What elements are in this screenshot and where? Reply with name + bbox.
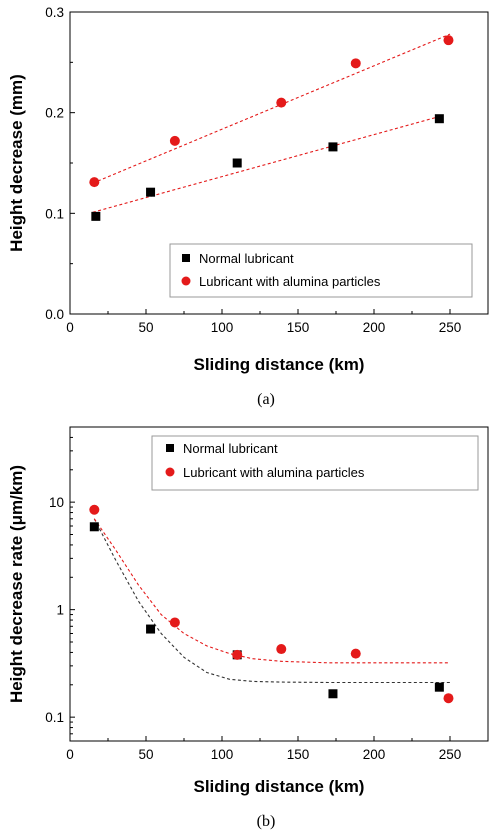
x-axis-title-a: Sliding distance (km): [194, 355, 365, 374]
x-axis-title-b: Sliding distance (km): [194, 777, 365, 796]
y-tick-label-a: 0.1: [45, 206, 64, 221]
x-tick-label-a: 50: [138, 320, 153, 335]
legend-b: Normal lubricant Lubricant with alumina …: [151, 435, 479, 491]
data-point-circle-a: [443, 35, 454, 46]
data-point-circle-a: [89, 177, 100, 188]
data-point-square-a: [232, 158, 242, 168]
x-tick-label-b: 0: [66, 747, 74, 762]
fit-line-series-0-a: [92, 115, 443, 213]
data-point-circle-a: [169, 135, 180, 146]
data-point-circle-b: [443, 693, 454, 704]
data-point-square-a: [91, 211, 101, 221]
data-point-circle-a: [350, 58, 361, 69]
x-tick-label-b: 100: [211, 747, 234, 762]
panel-b: 0 50 100 150 200 250 0.1 1 10 Height decrease ra…: [7, 426, 489, 830]
legend-marker-circle-a: [181, 276, 191, 286]
data-point-square-b: [434, 682, 444, 692]
legend-label-normal-b: Normal lubricant: [183, 441, 278, 456]
data-point-circle-b: [350, 648, 361, 659]
fit-lines-b: [93, 518, 450, 684]
data-point-circle-b: [232, 649, 243, 660]
data-points-b: [89, 504, 454, 704]
x-tick-label-a: 0: [66, 320, 74, 335]
y-tick-label-a: 0.3: [45, 5, 64, 20]
x-tick-label-a: 250: [439, 320, 462, 335]
x-tick-label-a: 150: [287, 320, 310, 335]
legend-box-b: [151, 435, 479, 491]
data-point-square-a: [146, 187, 156, 197]
data-point-square-b: [328, 689, 338, 699]
data-point-square-b: [89, 522, 99, 532]
axis-ticks-a: 0 50 100 150 200 250 0.0 0.1 0.2 0.3: [45, 5, 461, 335]
data-point-circle-b: [276, 644, 287, 655]
legend-box-a: [169, 243, 473, 298]
legend-marker-circle-b: [165, 467, 175, 477]
legend-label-alumina-a: Lubricant with alumina particles: [199, 274, 381, 289]
x-tick-label-b: 250: [439, 747, 462, 762]
fit-line-series-0-b: [93, 518, 450, 684]
data-point-square-b: [146, 624, 156, 634]
y-axis-title-b: Height decrease rate (μm/km): [7, 465, 26, 703]
data-point-circle-b: [89, 504, 100, 515]
data-point-circle-b: [169, 617, 180, 628]
y-tick-label-a: 0.0: [45, 307, 64, 322]
data-points-a: [89, 35, 454, 221]
fit-line-series-1-a: [92, 33, 451, 184]
legend-label-alumina-b: Lubricant with alumina particles: [183, 465, 365, 480]
panel-caption-a: (a): [257, 391, 275, 408]
x-tick-label-a: 200: [363, 320, 386, 335]
data-point-circle-a: [276, 97, 287, 108]
y-tick-label-a: 0.2: [45, 106, 64, 121]
legend-marker-square-b: [166, 444, 174, 452]
data-point-square-a: [434, 114, 444, 124]
panel-caption-b: (b): [257, 813, 276, 830]
panel-a: 0 50 100 150 200 250 0.0 0.1 0.2 0.3 Height decre…: [7, 5, 489, 408]
x-tick-label-b: 50: [138, 747, 153, 762]
x-tick-label-b: 150: [287, 747, 310, 762]
x-tick-label-a: 100: [211, 320, 234, 335]
y-tick-label-b: 10: [49, 495, 64, 510]
y-tick-label-b: 0.1: [45, 710, 64, 725]
legend-a: Normal lubricant Lubricant with alumina …: [169, 243, 473, 298]
fit-line-series-1-b: [93, 518, 450, 664]
y-tick-label-b: 1: [56, 603, 64, 618]
data-point-square-a: [328, 142, 338, 152]
x-tick-label-b: 200: [363, 747, 386, 762]
axis-ticks-b: 0 50 100 150 200 250 0.1 1 10: [45, 436, 462, 762]
legend-marker-square-a: [182, 254, 190, 262]
plot-frame-b: [69, 426, 489, 742]
y-axis-title-a: Height decrease (mm): [7, 74, 26, 252]
fit-lines-a: [92, 33, 451, 213]
legend-label-normal-a: Normal lubricant: [199, 251, 294, 266]
